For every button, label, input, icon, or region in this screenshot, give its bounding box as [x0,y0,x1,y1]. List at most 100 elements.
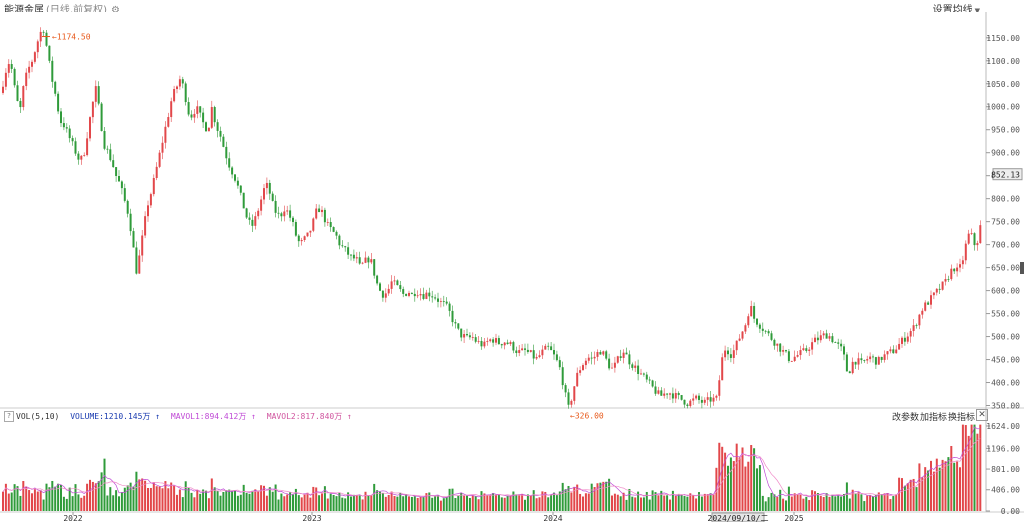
candle-body [103,131,106,149]
gear-icon[interactable]: ⚙ [110,5,120,16]
volume-bar [106,495,109,511]
volume-bar [167,488,170,511]
low-annotation: ←326.00 [570,412,604,421]
volume-bar [42,499,45,511]
volume-bar [924,467,927,511]
candle-body [239,185,242,193]
volume-bar [967,435,970,511]
candle-body [709,397,712,402]
volume-bar [869,495,872,511]
volume-bar [619,496,622,511]
volume-bar [477,499,480,511]
candle-body [613,362,616,368]
candle-body [480,340,483,347]
candle-body [927,302,930,305]
volume-bar [33,488,36,511]
volume-bar [7,493,10,511]
candle-body [802,348,805,351]
switch-indicator-button[interactable]: 换指标 [948,413,976,423]
volume-bar [579,493,582,511]
candle-body [967,233,970,244]
volume-bar [123,487,126,511]
price-tick-label: 1150.00 [986,34,1020,43]
candle-body [91,101,94,118]
volume-bar [248,493,251,511]
candle-body [448,303,451,311]
volume-bar [608,478,611,511]
candle-body [477,340,480,342]
volume-bar [271,491,274,511]
volume-bar [463,495,466,511]
candle-body [959,264,961,268]
candle-body [883,354,886,360]
ma-setting-dropdown[interactable]: 设置均线 ▼ [933,1,980,16]
volume-bar [596,483,599,511]
candle-body [683,399,686,405]
volume-bar [964,425,967,511]
candle-body [97,86,100,104]
volume-bar [364,491,367,511]
candle-body [582,365,584,371]
volume-bar [445,496,448,511]
volume-bar [973,424,976,511]
candle-body [506,342,509,345]
volume-bar [918,463,921,511]
candle-body [138,255,141,274]
candle-body [892,349,895,354]
candle-body [680,395,683,400]
candle-body [202,112,205,123]
candle-body [918,314,921,326]
candle-body [877,356,880,365]
help-icon[interactable]: ? [4,411,14,422]
volume-tick-label: 1624.00 [986,422,1020,431]
volume-bar [912,478,915,511]
candle-body [416,295,419,297]
volume-bar [732,461,735,511]
candle-body [767,331,770,334]
close-icon[interactable]: ✕ [976,409,988,421]
volume-bar [883,493,886,511]
candle-body [292,217,294,223]
candle-body [938,288,941,290]
candle-body [431,296,434,298]
candle-body [129,213,132,232]
candle-body [822,333,825,336]
volume-bar [439,500,442,511]
volume-bar [173,485,176,511]
candle-body [62,123,65,128]
candle-body [10,64,13,69]
candle-body [22,86,25,108]
candle-body [976,243,979,246]
volume-bar [22,481,25,511]
candle-body [596,351,599,357]
candle-body [332,227,335,232]
volume-bar [193,497,196,511]
candle-body [80,155,83,160]
volume-tick-label: 406.00 [991,486,1020,495]
candle-body [364,257,367,263]
candle-body [268,182,271,194]
volume-bar [909,479,912,511]
last-price-label: 852.13 [991,171,1020,180]
candle-body [898,343,901,350]
volume-bar [599,482,602,511]
volume-bar [91,481,94,511]
volume-bar [254,489,257,511]
volume-bar [181,497,184,511]
time-label: 2025 [784,514,803,522]
volume-bar [744,466,747,511]
add-indicator-button[interactable]: 加指标 [920,413,948,423]
candle-body [756,318,758,325]
candle-body [921,310,924,315]
volume-bar [242,484,245,511]
candle-body [906,336,909,342]
candle-body [303,236,306,241]
volume-bar [170,482,173,511]
candle-body [782,350,785,352]
volume-bar [547,497,550,511]
edit-params-button[interactable]: 改参数 [892,413,920,423]
volume-bar [161,488,164,511]
crosshair-date-box [711,512,765,522]
candle-body [787,351,790,362]
